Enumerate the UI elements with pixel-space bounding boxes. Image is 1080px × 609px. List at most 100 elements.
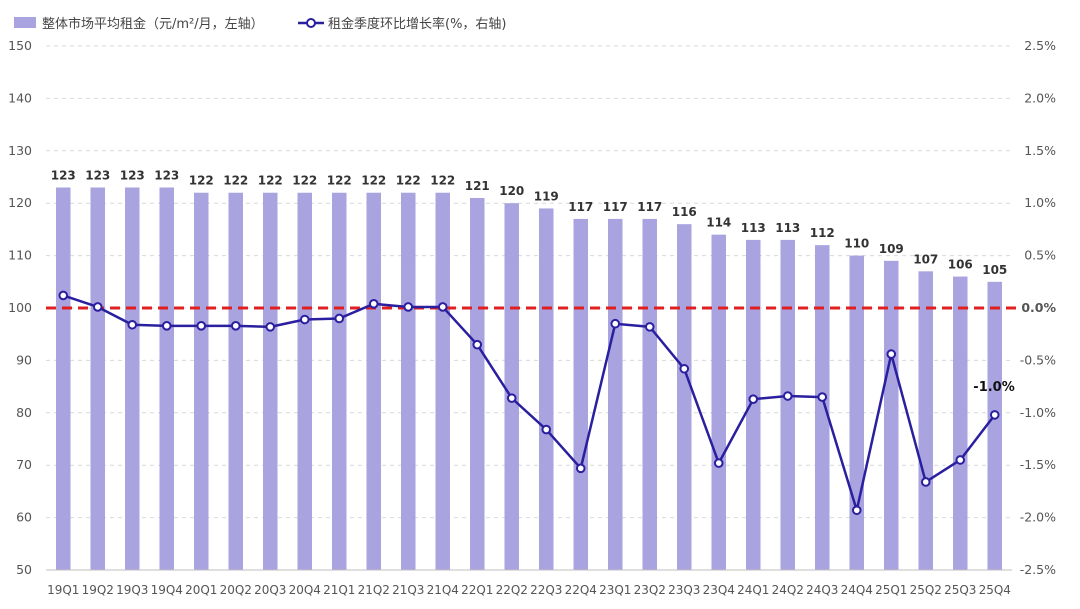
x-tick-label: 21Q2	[358, 583, 390, 597]
left-tick-label: 70	[16, 457, 32, 472]
bar-value-label: 122	[361, 174, 386, 188]
line-point-23Q3	[679, 363, 690, 374]
x-tick-label: 20Q1	[185, 583, 217, 597]
bar-23Q1	[608, 218, 623, 571]
bar-23Q4	[711, 234, 726, 570]
x-tick-label: 19Q1	[47, 583, 79, 597]
legend-bar-swatch	[14, 17, 36, 28]
left-tick-label: 120	[8, 195, 32, 210]
right-tick-label: -2.0%	[1020, 510, 1056, 525]
bar-20Q1	[194, 192, 209, 570]
x-tick-label: 21Q3	[392, 583, 424, 597]
bar-value-label: 107	[913, 252, 938, 266]
bar-21Q4	[435, 192, 450, 570]
x-tick-label: 23Q3	[668, 583, 700, 597]
bar-22Q4	[573, 218, 588, 571]
bar-22Q1	[470, 197, 485, 570]
bar-24Q3	[815, 245, 830, 570]
right-axis: -2.5% -2.0% -1.5% -1.0% -0.5% 0.0% 0.5% 1.0% 1.5…	[1020, 38, 1057, 577]
right-tick-label: -1.5%	[1020, 457, 1056, 472]
bar-25Q2	[918, 271, 933, 570]
bar-value-label: 117	[603, 200, 628, 214]
legend-line-marker	[306, 18, 316, 28]
x-tick-label: 23Q4	[703, 583, 735, 597]
bar-23Q3	[677, 224, 692, 570]
x-tick-label: 25Q1	[875, 583, 907, 597]
x-tick-label: 24Q4	[841, 583, 873, 597]
bar-value-label: 122	[189, 174, 214, 188]
left-tick-label: 90	[16, 352, 32, 367]
line-point-21Q2	[368, 299, 379, 309]
x-tick-label: 24Q3	[806, 583, 838, 597]
left-tick-label: 100	[8, 300, 32, 315]
bar-23Q2	[642, 218, 657, 571]
bar-value-label: 113	[741, 221, 766, 235]
bar-value-label: 116	[672, 205, 697, 219]
growth-rate-line	[62, 294, 996, 512]
bar-value-label: 122	[292, 174, 317, 188]
line-point-22Q4	[575, 463, 586, 474]
bar-value-label: 122	[396, 174, 421, 188]
bar-21Q2	[366, 192, 381, 570]
bar-25Q1	[884, 260, 899, 570]
x-tick-label: 21Q1	[323, 583, 355, 597]
line-point-20Q4	[299, 314, 310, 325]
x-tick-label: 19Q4	[151, 583, 183, 597]
x-tick-label: 20Q4	[289, 583, 321, 597]
bar-value-label: 123	[51, 168, 76, 182]
line-point-24Q4	[851, 505, 862, 516]
bar-25Q3	[953, 276, 968, 570]
bar-19Q4	[159, 187, 174, 571]
right-tick-label: -1.0%	[1020, 405, 1056, 420]
x-tick-label: 25Q3	[944, 583, 976, 597]
right-tick-label: 0.5%	[1024, 248, 1056, 263]
bar-19Q2	[90, 187, 105, 571]
right-tick-label: 2.0%	[1024, 90, 1056, 105]
x-tick-label: 22Q2	[496, 583, 528, 597]
bar-value-label: 110	[844, 237, 869, 251]
line-point-20Q3	[265, 322, 276, 332]
x-tick-label: 25Q2	[910, 583, 942, 597]
legend: 整体市场平均租金（元/m²/月，左轴） 租金季度环比增长率(%，右轴)	[14, 16, 507, 32]
x-tick-label: 22Q3	[530, 583, 562, 597]
line-point-19Q2	[92, 302, 103, 312]
line-point-22Q1	[472, 339, 483, 350]
x-tick-label: 19Q2	[82, 583, 114, 597]
bar-series	[56, 187, 1002, 571]
bar-19Q1	[56, 187, 71, 571]
bar-value-label: 117	[637, 200, 662, 214]
x-tick-label: 21Q4	[427, 583, 459, 597]
line-point-25Q3	[955, 455, 966, 465]
bar-value-label: 112	[810, 226, 835, 240]
x-tick-label: 22Q4	[565, 583, 597, 597]
left-tick-label: 60	[16, 510, 32, 525]
bar-21Q3	[401, 192, 416, 570]
line-point-23Q1	[610, 318, 621, 329]
bar-22Q2	[504, 203, 519, 570]
bar-25Q4	[987, 281, 1002, 570]
left-tick-label: 50	[16, 562, 32, 577]
x-tick-label: 20Q3	[254, 583, 286, 597]
bar-value-label: 120	[499, 184, 524, 198]
right-tick-label: 1.5%	[1024, 143, 1056, 158]
bar-value-label: 123	[154, 168, 179, 182]
bar-value-label: 122	[258, 174, 283, 188]
line-point-23Q2	[644, 322, 655, 332]
left-tick-label: 130	[8, 143, 32, 158]
bar-24Q1	[746, 239, 761, 570]
bar-20Q3	[263, 192, 278, 570]
x-tick-label: 24Q1	[737, 583, 769, 597]
x-axis: 19Q1 19Q2 19Q3 19Q4 20Q1 20Q2 20Q3 20Q4 21Q1 21Q2…	[46, 569, 1012, 597]
bar-value-label: 109	[879, 242, 904, 256]
bar-value-label: 122	[223, 174, 248, 188]
line-point-24Q2	[782, 391, 793, 401]
left-tick-label: 140	[8, 90, 32, 105]
right-tick-label-zero: 0.0%	[1021, 300, 1056, 315]
x-tick-label: 24Q2	[772, 583, 804, 597]
right-tick-label: -0.5%	[1020, 352, 1056, 367]
x-tick-label: 25Q4	[979, 583, 1011, 597]
line-point-21Q1	[334, 313, 345, 324]
line-point-25Q1	[886, 349, 897, 359]
line-point-19Q4	[161, 321, 172, 331]
